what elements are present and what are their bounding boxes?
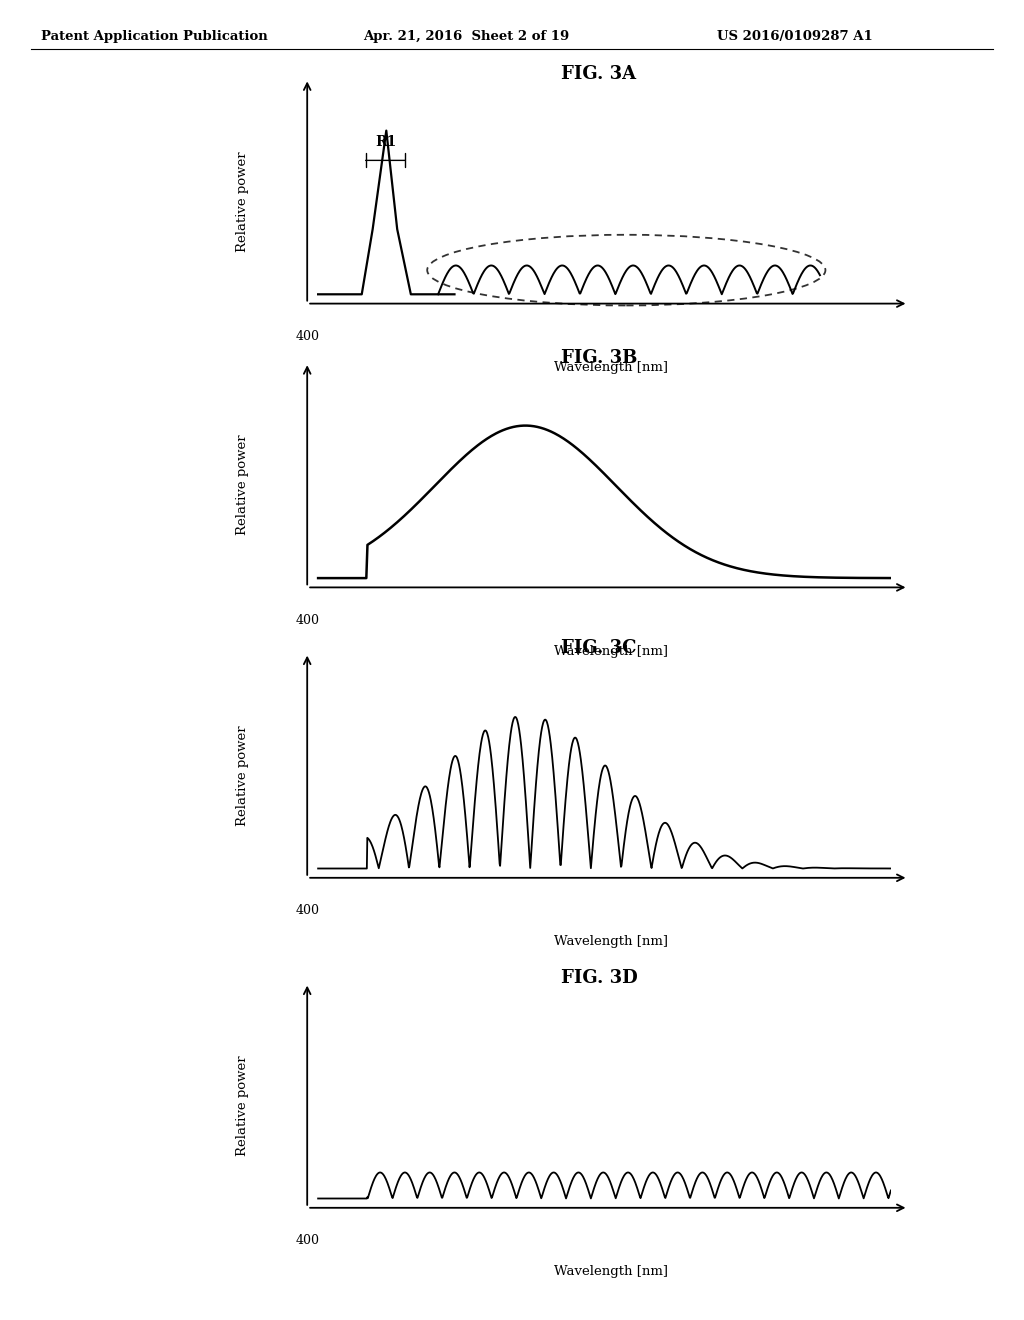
Text: FIG. 3B: FIG. 3B [561,348,637,367]
Text: FIG. 3C: FIG. 3C [561,639,637,657]
Text: Relative power: Relative power [237,725,250,826]
Text: R1: R1 [375,135,396,149]
Text: Wavelength [nm]: Wavelength [nm] [554,360,668,374]
Text: Apr. 21, 2016  Sheet 2 of 19: Apr. 21, 2016 Sheet 2 of 19 [364,30,569,44]
Text: FIG. 3A: FIG. 3A [561,65,637,83]
Text: Wavelength [nm]: Wavelength [nm] [554,644,668,657]
Text: 400: 400 [295,904,319,917]
Text: Wavelength [nm]: Wavelength [nm] [554,1265,668,1278]
Text: US 2016/0109287 A1: US 2016/0109287 A1 [717,30,872,44]
Text: Relative power: Relative power [237,150,250,252]
Text: Wavelength [nm]: Wavelength [nm] [554,935,668,948]
Text: Relative power: Relative power [237,434,250,536]
Text: Patent Application Publication: Patent Application Publication [41,30,267,44]
Text: 400: 400 [295,1234,319,1247]
Text: FIG. 3D: FIG. 3D [561,969,637,987]
Text: Relative power: Relative power [237,1055,250,1156]
Text: 400: 400 [295,614,319,627]
Text: 400: 400 [295,330,319,343]
